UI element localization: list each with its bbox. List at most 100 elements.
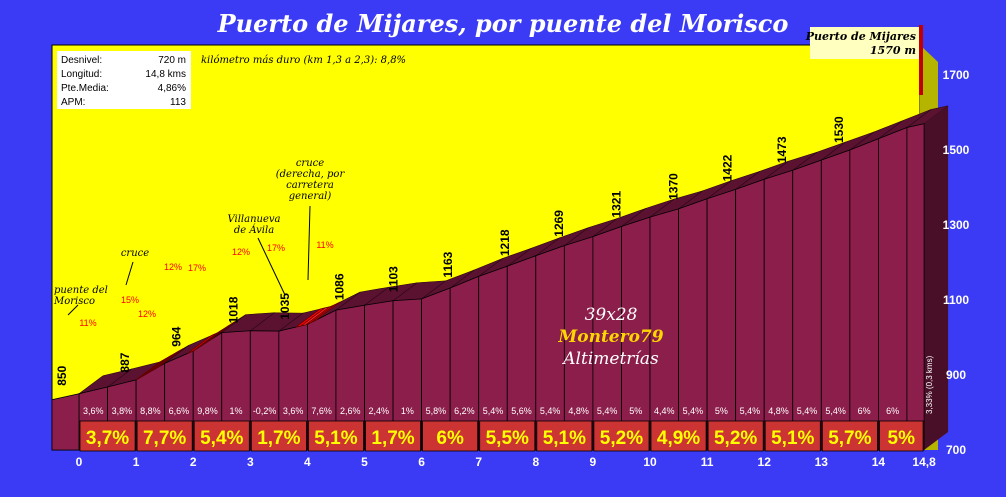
profile-start-face (51, 393, 80, 451)
annotation-text: cruce (121, 248, 149, 259)
summit-label-box: Puerto de Mijares 1570 m (805, 25, 923, 95)
altitude-marker: 1321 (609, 191, 623, 218)
watermark: 39x28 Montero79 Altimetrías (557, 305, 663, 369)
km-grade-label: 5,1% (314, 428, 357, 449)
km-grade-bar (307, 420, 364, 452)
x-tick-label: 6 (418, 455, 425, 469)
annotation-pointer (257, 237, 286, 296)
y-tick-label: 1100 (943, 293, 969, 307)
x-tick-label: 2 (190, 455, 197, 469)
km-grade-label: 3,7% (86, 428, 129, 449)
x-tick-label: 13 (815, 455, 829, 469)
profile-segment (906, 123, 925, 451)
x-tick-label: 11 (701, 455, 714, 469)
half-km-grade-label: 1% (230, 406, 243, 416)
km-grade-bar (79, 420, 136, 452)
steep-percent-label: 17% (267, 243, 285, 253)
km-grade-label: 6% (436, 428, 464, 449)
half-km-grade-label: 2,6% (340, 406, 361, 416)
steep-percent-label: 12% (164, 262, 182, 272)
km-grade-bar (879, 420, 924, 452)
altitude-marker: 964 (170, 326, 184, 346)
summit-altitude: 1570 m (870, 44, 916, 57)
steep-ramp-stripe (204, 321, 235, 344)
steep-percent-label: 15% (121, 295, 139, 305)
half-km-grade-label: 1% (401, 406, 414, 416)
summit-box-bg (810, 27, 920, 59)
stat-value: 720 m (158, 55, 186, 66)
steep-percent-label: 11% (79, 318, 96, 328)
km-grade-label: 5,2% (600, 428, 643, 449)
steep-percent-label: 11% (316, 240, 333, 250)
km-grade-bar (250, 420, 307, 452)
annotation-text: general) (289, 191, 332, 202)
half-km-grade-label: 4,8% (568, 406, 589, 416)
watermark-line1: 39x28 (585, 305, 638, 325)
annotation-text: puente del (54, 285, 108, 296)
annotation-pointer (307, 205, 311, 281)
x-tick-label: 4 (304, 455, 311, 469)
annotation-text: Villanueva (227, 214, 280, 225)
profile-segment (878, 126, 908, 451)
altitude-marker: 1103 (387, 266, 401, 292)
summit-name: Puerto de Mijares (805, 30, 916, 43)
half-km-grade-label: 4,4% (654, 406, 675, 416)
km-grade-label: 5,1% (543, 428, 586, 449)
half-km-grade-label: 5,4% (740, 406, 761, 416)
steep-percent-label: 17% (188, 263, 206, 273)
km-grade-label: 5% (888, 428, 916, 449)
profile-end-face (924, 105, 949, 450)
altitude-marker: 1018 (227, 296, 241, 323)
km-grade-bar (479, 420, 536, 452)
annotation-pointer (67, 304, 79, 316)
half-km-grade-label: 5,4% (683, 406, 704, 416)
km-grade-label: 4,9% (657, 428, 700, 449)
stats-box: Desnivel: 720 m Longitud: 14,8 kms Pte.M… (57, 51, 191, 109)
half-km-grade-label: 2,4% (369, 406, 390, 416)
steep-ramp-stripe (310, 301, 341, 323)
altitude-marker: 1086 (332, 273, 346, 300)
half-km-grade-label: 6,2% (454, 406, 475, 416)
km-grade-label: 5,4% (200, 428, 243, 449)
start-altitude-marker: 850 (55, 365, 69, 385)
x-tick-label: 3 (247, 455, 254, 469)
half-km-grade-label: 5,8% (426, 406, 447, 416)
x-tick-label: 14,8 (912, 455, 936, 469)
half-km-grade-label: 7,6% (311, 406, 332, 416)
half-km-grade-label: 5,4% (597, 406, 618, 416)
altitude-marker: 1163 (441, 251, 455, 277)
km-grade-label: 5,1% (771, 428, 814, 449)
km-grade-label: 5,7% (828, 428, 871, 449)
steep-percent-label: 12% (232, 247, 250, 257)
y-tick-label: 1300 (943, 218, 970, 232)
annotation-text: de Ávila (234, 224, 274, 236)
altitude-marker: 1530 (832, 116, 846, 143)
half-km-grade-label: 5,4% (483, 406, 504, 416)
y-tick-label: 1700 (943, 68, 970, 82)
altitude-marker: 1269 (552, 210, 566, 237)
half-km-grade-label: 5,6% (511, 406, 532, 416)
x-tick-label: 9 (590, 455, 597, 469)
y-tick-label: 900 (946, 368, 966, 382)
hardest-km-note: kilómetro más duro (km 1,3 a 2,3): 8,8% (201, 55, 406, 66)
altitude-marker: 887 (118, 352, 132, 372)
y-tick-label: 1500 (943, 143, 970, 157)
labels-layer: 3,6% 3,8% 8,8% 6,6% 9,8% 1% -0,2% 3,6% 7,6% 2,6% 2… (53, 68, 970, 469)
km-grade-bar (764, 420, 821, 452)
half-km-grade-label: 5% (629, 406, 642, 416)
x-tick-label: 12 (758, 455, 772, 469)
half-km-grade-label: 5% (715, 406, 728, 416)
half-km-grade-label: 6% (886, 406, 899, 416)
annotation-text: carretera (286, 180, 334, 191)
stat-label: Longitud: (61, 69, 102, 80)
half-km-grade-label: 5,4% (825, 406, 846, 416)
half-km-grade-label: 8,8% (140, 406, 161, 416)
km-grade-label: 1,7% (371, 428, 414, 449)
stat-label: Desnivel: (61, 55, 102, 66)
altitude-marker: 1473 (775, 136, 789, 163)
x-tick-label: 5 (361, 455, 368, 469)
altitude-marker: 1370 (666, 173, 680, 200)
km-grade-bar (365, 420, 421, 452)
stat-value: 113 (170, 97, 186, 108)
x-tick-label: 14 (872, 455, 886, 469)
